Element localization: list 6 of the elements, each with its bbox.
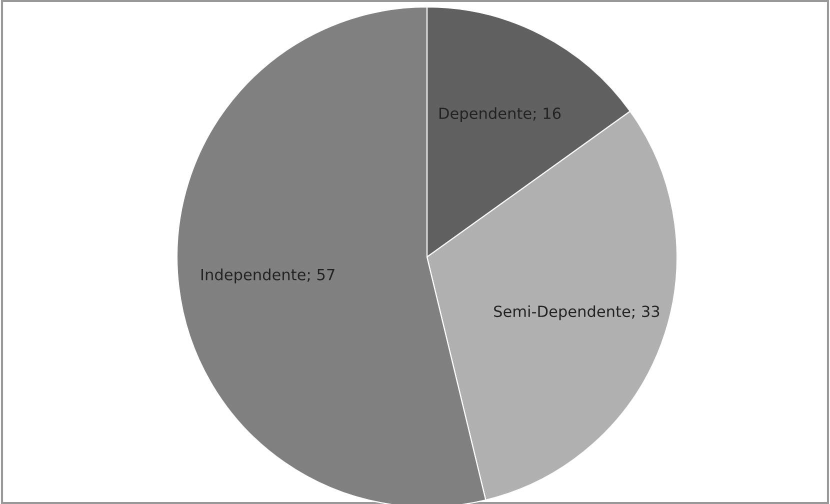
slice-label: Independente [202,268,306,284]
slice-label: Dependente [440,107,532,122]
data-label: ; 16 [533,108,561,121]
data-label: ; 33 [632,306,660,319]
slice-label: Semi-Dependente [494,305,630,320]
data-label: ; 57 [307,269,334,282]
